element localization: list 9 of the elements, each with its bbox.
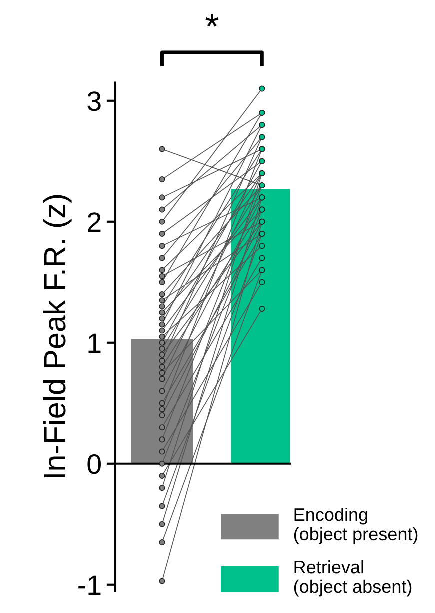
- legend-label: Retrieval (object absent): [294, 560, 412, 597]
- y-tick-label: 3: [88, 92, 101, 112]
- y-tick-label: 0: [88, 454, 101, 474]
- y-tick-label: -1: [78, 576, 101, 595]
- y-axis-title: In-Field Peak F.R. (z): [43, 195, 72, 478]
- chart-title: *: [206, 14, 219, 27]
- legend-label: Encoding (object present): [294, 508, 418, 544]
- y-tick-label: 2: [88, 212, 101, 232]
- y-tick-label: 1: [88, 334, 101, 353]
